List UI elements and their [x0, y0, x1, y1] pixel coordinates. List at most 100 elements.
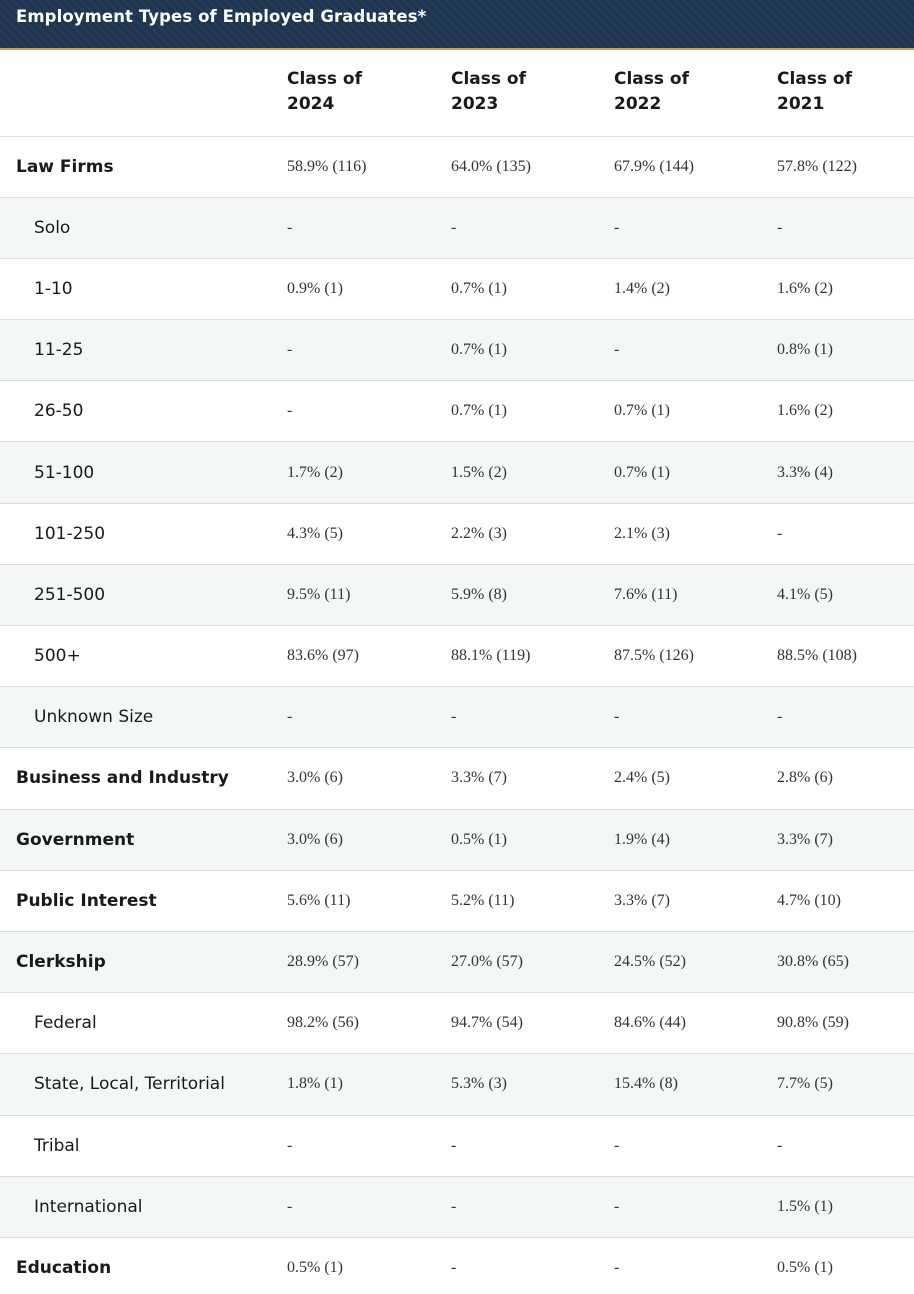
value-cell: - [435, 1237, 598, 1294]
value-cell: - [598, 319, 761, 382]
value-cell: 0.7% (1) [598, 380, 761, 443]
table-row: Education 0.5% (1) - -0.5% (1) [0, 1237, 914, 1294]
table-row: Government 3.0% (6) 0.5% (1) 1.9% (4) 3.3% (… [0, 809, 914, 871]
table-row: Law Firms 58.9% (116) 64.0% (135) 67.9% (14… [0, 136, 914, 198]
row-label: Government [0, 809, 271, 871]
value-cell: 5.3% (3) [435, 1053, 598, 1116]
value-cell: - [271, 1115, 435, 1177]
value-cell: 67.9% (144) [598, 136, 761, 198]
row-label: Business and Industry [0, 747, 271, 810]
value-cell: 3.3% (4) [761, 441, 914, 504]
row-label: Tribal [0, 1115, 271, 1177]
row-label: 11-25 [0, 319, 271, 382]
value-cell: 94.7% (54) [435, 992, 598, 1055]
row-label: 51-100 [0, 441, 271, 504]
row-label: Public Interest [0, 870, 271, 932]
value-cell: 88.5% (108) [761, 625, 914, 688]
row-label: 101-250 [0, 503, 271, 565]
value-cell: 1.5% (2) [435, 441, 598, 504]
value-cell: 0.7% (1) [435, 380, 598, 443]
value-cell: 57.8% (122) [761, 136, 914, 198]
row-label: 251-500 [0, 564, 271, 627]
table-title: Employment Types of Employed Graduates* [16, 7, 427, 26]
table-row: 11-25-0.7% (1) -0.8% (1) [0, 319, 914, 382]
value-cell: 1.6% (2) [761, 380, 914, 443]
value-cell: - [435, 1176, 598, 1238]
table-row: State, Local, Territorial 1.8% (1) 5.3% (3… [0, 1053, 914, 1116]
column-header-line2: 2021 [777, 94, 825, 114]
value-cell: 0.5% (1) [271, 1237, 435, 1294]
value-cell: - [598, 686, 761, 749]
value-cell: - [271, 197, 435, 259]
value-cell: 1.8% (1) [271, 1053, 435, 1116]
table-row: International - - -1.5% (1) [0, 1176, 914, 1238]
value-cell: 87.5% (126) [598, 625, 761, 688]
value-cell: 0.7% (1) [598, 441, 761, 504]
column-header-line2: 2023 [451, 94, 499, 114]
table-row: Clerkship 28.9% (57) 27.0% (57) 24.5% (52) 3… [0, 931, 914, 994]
value-cell: 2.8% (6) [761, 747, 914, 810]
value-cell: - [271, 380, 435, 443]
value-cell: 28.9% (57) [271, 931, 435, 994]
value-cell: 30.8% (65) [761, 931, 914, 994]
table-row: 500+ 83.6% (97) 88.1% (119) 87.5% (126) 88.5… [0, 625, 914, 688]
value-cell: - [598, 1176, 761, 1238]
row-label: Solo [0, 197, 271, 259]
value-cell: 84.6% (44) [598, 992, 761, 1055]
value-cell: 9.5% (11) [271, 564, 435, 627]
table-row: Solo - - - - [0, 197, 914, 259]
row-label: Education [0, 1237, 271, 1294]
value-cell: 0.8% (1) [761, 319, 914, 382]
value-cell: - [435, 1115, 598, 1177]
value-cell: - [271, 686, 435, 749]
column-header-line2: 2022 [614, 94, 662, 114]
column-header-line1: Class of [451, 69, 527, 89]
table-row: 1-10 0.9% (1) 0.7% (1) 1.4% (2) 1.6% (2) [0, 258, 914, 321]
value-cell: 1.9% (4) [598, 809, 761, 871]
value-cell: 98.2% (56) [271, 992, 435, 1055]
employment-types-table: Class of 2024 Class of 2023 Class of 2022 C… [0, 50, 914, 1294]
row-label: International [0, 1176, 271, 1238]
column-header-line2: 2024 [287, 94, 335, 114]
column-header: Class of 2024 [271, 50, 435, 137]
value-cell: 3.3% (7) [435, 747, 598, 810]
value-cell: 5.2% (11) [435, 870, 598, 932]
row-label: Federal [0, 992, 271, 1055]
value-cell: - [761, 686, 914, 749]
value-cell: 3.3% (7) [761, 809, 914, 871]
row-label: 500+ [0, 625, 271, 688]
table-row: 101-250 4.3% (5) 2.2% (3) 2.1% (3) - [0, 503, 914, 565]
value-cell: 1.5% (1) [761, 1176, 914, 1238]
column-header: Class of 2021 [761, 50, 914, 137]
table-row: Federal 98.2% (56) 94.7% (54) 84.6% (44) 90.… [0, 992, 914, 1055]
value-cell: - [598, 197, 761, 259]
row-label: Unknown Size [0, 686, 271, 749]
value-cell: 4.1% (5) [761, 564, 914, 627]
table-row: 26-50-0.7% (1) 0.7% (1) 1.6% (2) [0, 380, 914, 443]
value-cell: 3.0% (6) [271, 809, 435, 871]
row-label: Law Firms [0, 136, 271, 198]
column-header: Class of 2023 [435, 50, 598, 137]
table-title-bar: Employment Types of Employed Graduates* [0, 0, 914, 50]
value-cell: 7.6% (11) [598, 564, 761, 627]
value-cell: 5.6% (11) [271, 870, 435, 932]
column-header-line1: Class of [777, 69, 853, 89]
value-cell: - [598, 1237, 761, 1294]
value-cell: 2.2% (3) [435, 503, 598, 565]
table-row: Tribal - - - - [0, 1115, 914, 1177]
value-cell: 58.9% (116) [271, 136, 435, 198]
value-cell: 15.4% (8) [598, 1053, 761, 1116]
value-cell: 7.7% (5) [761, 1053, 914, 1116]
value-cell: 0.7% (1) [435, 258, 598, 321]
value-cell: - [271, 319, 435, 382]
value-cell: 3.3% (7) [598, 870, 761, 932]
value-cell: 3.0% (6) [271, 747, 435, 810]
table-body: Law Firms 58.9% (116) 64.0% (135) 67.9% (14… [0, 136, 914, 1294]
value-cell: 24.5% (52) [598, 931, 761, 994]
value-cell: - [761, 1115, 914, 1177]
column-header: Class of 2022 [598, 50, 761, 137]
value-cell: 90.8% (59) [761, 992, 914, 1055]
row-label: State, Local, Territorial [0, 1053, 271, 1116]
header-empty-cell [0, 50, 271, 137]
